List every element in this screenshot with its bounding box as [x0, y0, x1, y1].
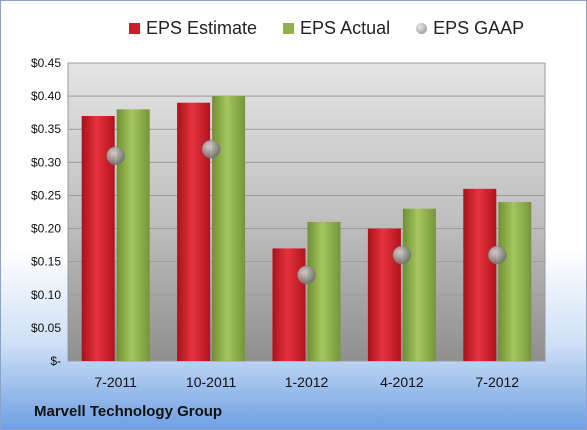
- legend-swatch-gaap: [416, 23, 428, 34]
- actual-bar: [307, 221, 341, 361]
- actual-bar: [116, 109, 150, 361]
- y-tick-label: $0.15: [31, 255, 61, 269]
- legend-swatch-estimate: [129, 23, 140, 34]
- y-tick-label: $0.20: [31, 222, 61, 236]
- estimate-bar: [463, 188, 497, 361]
- estimate-bar: [177, 102, 211, 361]
- legend-swatch-actual: [283, 23, 295, 34]
- y-axis: $- $0.05 $0.10 $0.15 $0.20 $0.25 $0.30 $0.35 $0.…: [31, 56, 61, 368]
- y-tick-label: $0.40: [31, 89, 61, 103]
- gaap-marker: [297, 265, 316, 285]
- x-axis: 7-2011 10-2011 1-2012 4-2012 7-2012: [94, 374, 519, 390]
- y-tick-label: $-: [50, 354, 61, 368]
- gaap-marker: [106, 146, 125, 165]
- x-tick-label: 7-2012: [476, 374, 520, 390]
- company-name: Marvell Technology Group: [34, 403, 223, 420]
- y-tick-label: $0.25: [31, 188, 61, 202]
- gaap-marker: [488, 245, 507, 265]
- legend-label-gaap: EPS GAAP: [433, 18, 525, 38]
- y-tick-label: $0.30: [31, 155, 61, 169]
- legend-item-gaap: EPS GAAP: [416, 18, 524, 39]
- actual-bar: [212, 96, 246, 361]
- legend-item-actual: EPS Actual: [283, 18, 390, 39]
- y-tick-label: $0.35: [31, 122, 61, 136]
- legend: EPS Estimate EPS Actual EPS GAAP: [129, 18, 524, 39]
- y-tick-label: $0.10: [31, 288, 61, 302]
- gaap-markers: [106, 139, 507, 285]
- x-tick-label: 1-2012: [285, 374, 329, 390]
- actual-bar: [402, 208, 436, 361]
- x-tick-label: 7-2011: [94, 374, 137, 390]
- y-tick-label: $0.45: [31, 56, 61, 70]
- legend-label-actual: EPS Actual: [300, 18, 391, 38]
- x-tick-label: 10-2011: [186, 374, 237, 390]
- x-tick-label: 4-2012: [380, 374, 424, 390]
- estimate-bar: [272, 248, 306, 361]
- legend-item-estimate: EPS Estimate: [129, 18, 257, 39]
- actual-bar: [498, 202, 532, 361]
- legend-label-estimate: EPS Estimate: [146, 18, 258, 38]
- gaap-marker: [392, 245, 412, 265]
- y-tick-label: $0.05: [31, 321, 61, 335]
- bars: [81, 96, 532, 361]
- gaap-marker: [201, 139, 221, 159]
